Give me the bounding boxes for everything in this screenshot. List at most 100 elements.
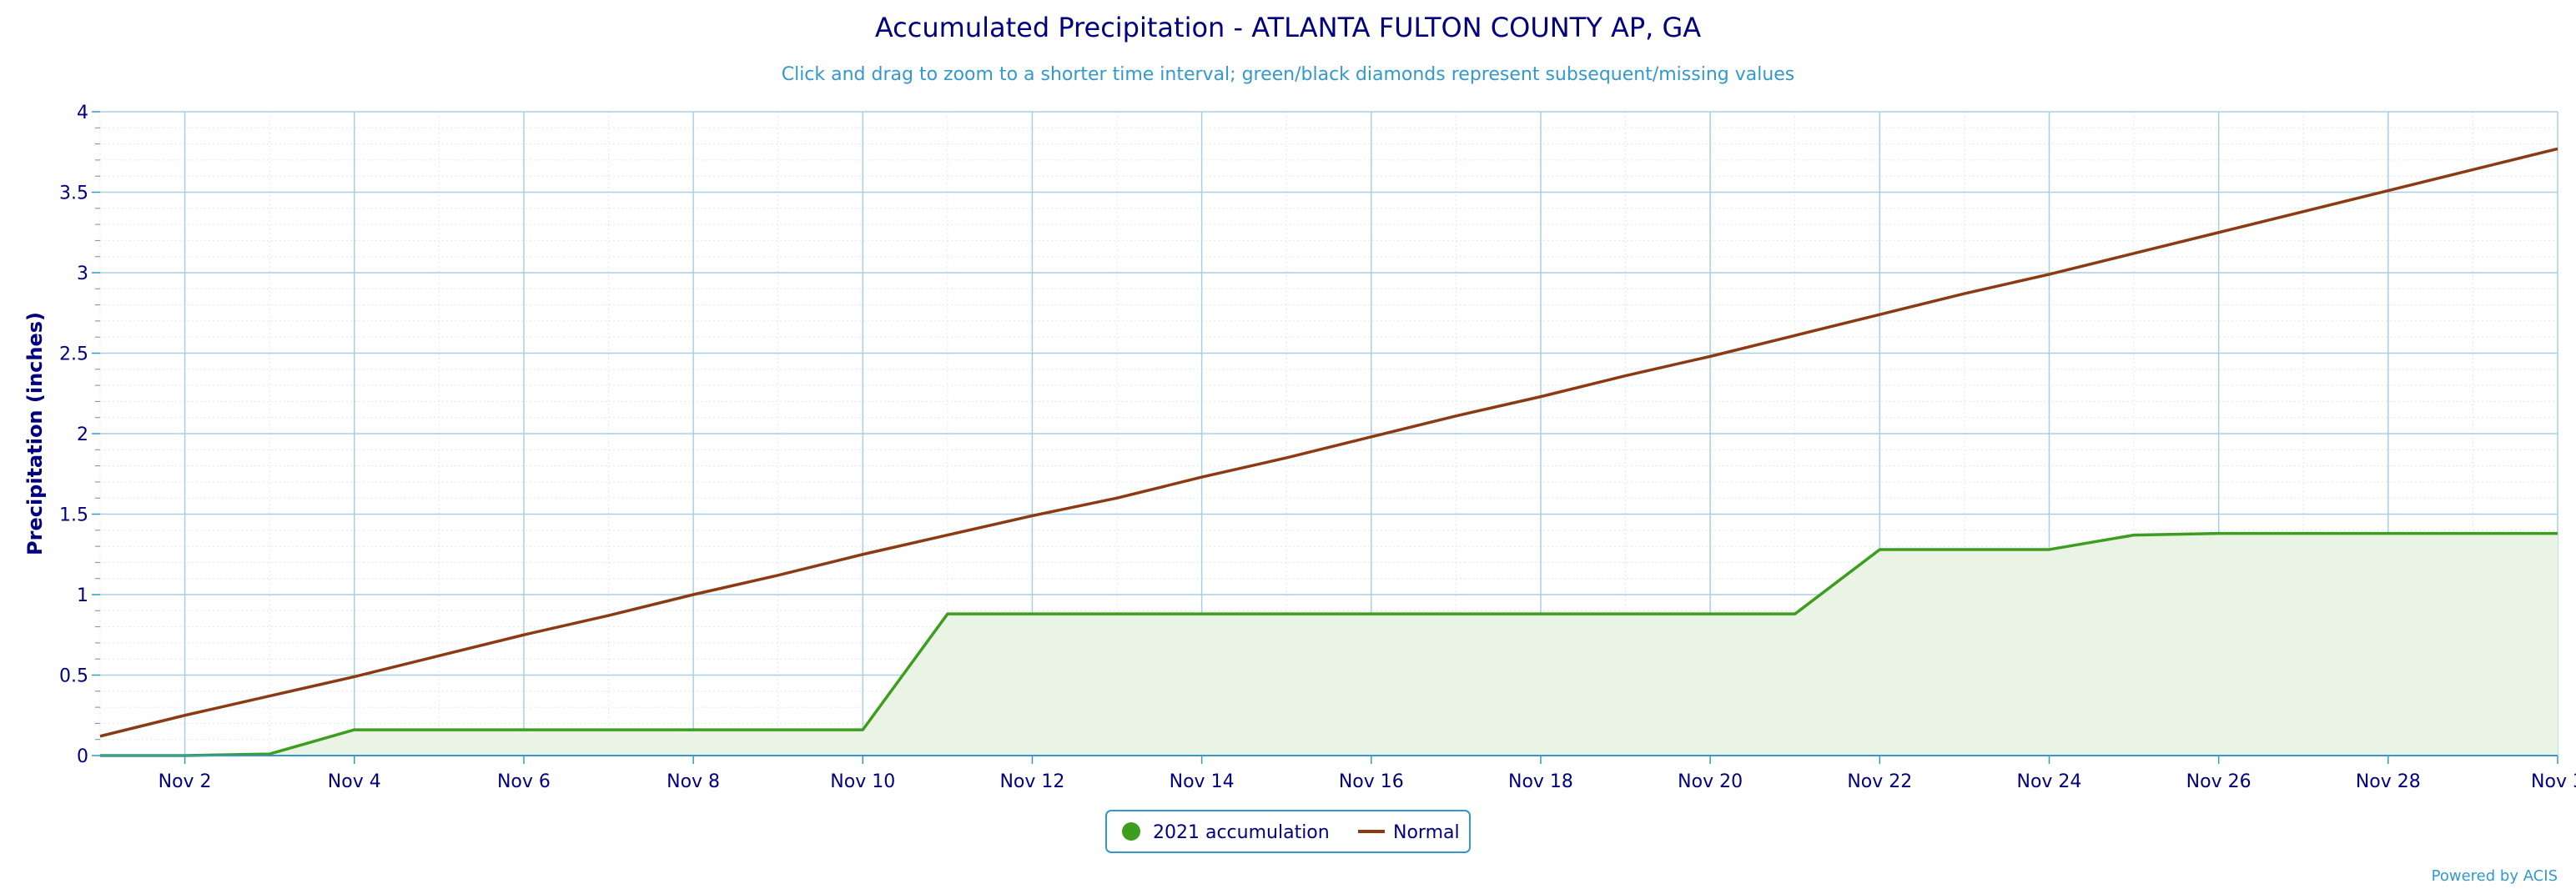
y-tick-label: 3	[77, 264, 88, 284]
data-point-normal[interactable]	[1708, 354, 1713, 359]
data-point-2021-accumulation[interactable]	[1453, 611, 1458, 616]
x-tick-label: Nov 26	[2186, 771, 2251, 792]
data-point-2021-accumulation[interactable]	[1114, 611, 1119, 616]
legend-label-normal: Normal	[1393, 822, 1460, 843]
data-point-2021-accumulation[interactable]	[2386, 531, 2391, 536]
legend-box	[1105, 810, 1471, 853]
data-point-normal[interactable]	[1623, 374, 1628, 379]
x-tick-label: Nov 20	[1678, 771, 1743, 792]
data-point-normal[interactable]	[267, 694, 272, 699]
data-point-normal[interactable]	[2216, 230, 2221, 235]
data-point-normal[interactable]	[860, 552, 865, 557]
data-point-normal[interactable]	[1962, 291, 1967, 296]
data-point-2021-accumulation[interactable]	[2301, 531, 2306, 536]
data-point-normal[interactable]	[98, 734, 103, 739]
x-tick-label: Nov 22	[1847, 771, 1912, 792]
data-point-normal[interactable]	[1453, 414, 1458, 419]
data-point-2021-accumulation[interactable]	[2046, 547, 2051, 552]
data-point-normal[interactable]	[1793, 333, 1798, 338]
data-point-normal[interactable]	[436, 653, 441, 658]
y-tick-label: 1.5	[59, 505, 88, 526]
data-point-2021-accumulation[interactable]	[945, 611, 950, 616]
data-point-normal[interactable]	[521, 632, 526, 637]
x-tick-label: Nov 12	[999, 771, 1064, 792]
data-point-normal[interactable]	[2555, 146, 2560, 151]
data-point-2021-accumulation[interactable]	[1708, 611, 1713, 616]
data-point-2021-accumulation[interactable]	[1962, 547, 1967, 552]
data-point-normal[interactable]	[2386, 188, 2391, 193]
data-point-2021-accumulation[interactable]	[1284, 611, 1289, 616]
x-tick-label: Nov 4	[328, 771, 381, 792]
legend-marker-2021-accumulation	[1122, 822, 1140, 841]
legend-item-2021-accumulation[interactable]: 2021 accumulation	[1122, 822, 1330, 843]
x-tick-label: Nov 18	[1508, 771, 1573, 792]
x-tick-label: Nov 2	[158, 771, 212, 792]
data-point-normal[interactable]	[1369, 434, 1374, 439]
data-point-2021-accumulation[interactable]	[436, 727, 441, 732]
chart-title: Accumulated Precipitation - ATLANTA FULT…	[875, 12, 1701, 43]
y-tick-label: 4	[77, 103, 88, 123]
data-point-normal[interactable]	[606, 613, 611, 618]
y-tick-label: 2.5	[59, 344, 88, 365]
data-point-normal[interactable]	[352, 674, 357, 679]
y-axis: 0 0.5 1 1.5 2 2.5 3 3.5 4	[59, 103, 100, 767]
x-tick-label: Nov 16	[1339, 771, 1404, 792]
data-point-2021-accumulation[interactable]	[521, 727, 526, 732]
data-point-2021-accumulation[interactable]	[1200, 611, 1205, 616]
data-point-2021-accumulation[interactable]	[2216, 531, 2221, 536]
x-tick-label: Nov 28	[2356, 771, 2421, 792]
y-tick-label: 2	[77, 424, 88, 445]
x-tick-label: Nov 24	[2017, 771, 2082, 792]
data-point-2021-accumulation[interactable]	[860, 727, 865, 732]
series-line-2021-accumulation[interactable]	[100, 531, 2558, 757]
y-axis-title: Precipitation (inches)	[23, 312, 47, 555]
data-point-normal[interactable]	[1284, 455, 1289, 460]
data-point-2021-accumulation[interactable]	[606, 727, 611, 732]
data-point-2021-accumulation[interactable]	[1029, 611, 1034, 616]
data-point-normal[interactable]	[691, 592, 696, 597]
data-point-normal[interactable]	[1538, 394, 1543, 399]
data-point-normal[interactable]	[2470, 167, 2475, 172]
x-tick-label: Nov 14	[1170, 771, 1235, 792]
data-point-normal[interactable]	[183, 713, 188, 718]
x-tick-label: Nov 8	[667, 771, 720, 792]
legend-label-2021-accumulation: 2021 accumulation	[1153, 822, 1330, 843]
data-point-normal[interactable]	[1200, 475, 1205, 480]
y-tick-label: 1	[77, 585, 88, 606]
data-point-2021-accumulation[interactable]	[776, 727, 781, 732]
data-point-2021-accumulation[interactable]	[691, 727, 696, 732]
series-area-2021-accumulation	[100, 533, 2558, 756]
plot-area[interactable]	[98, 111, 2560, 758]
data-point-2021-accumulation[interactable]	[1793, 611, 1798, 616]
x-tick-label: Nov 3	[2531, 771, 2576, 792]
data-point-2021-accumulation[interactable]	[1623, 611, 1628, 616]
x-tick-label: Nov 6	[497, 771, 551, 792]
data-point-normal[interactable]	[1029, 513, 1034, 518]
data-point-2021-accumulation[interactable]	[1877, 547, 1882, 552]
y-tick-label: 0.5	[59, 666, 88, 687]
data-point-normal[interactable]	[2131, 251, 2136, 256]
data-point-2021-accumulation[interactable]	[2555, 531, 2560, 536]
data-point-2021-accumulation[interactable]	[2470, 531, 2475, 536]
x-tick-label: Nov 10	[830, 771, 895, 792]
legend[interactable]: 2021 accumulation Normal	[1105, 810, 1471, 853]
series-line-normal[interactable]	[99, 147, 2558, 738]
data-point-normal[interactable]	[945, 533, 950, 538]
data-point-normal[interactable]	[1877, 312, 1882, 317]
data-point-2021-accumulation[interactable]	[2131, 533, 2136, 538]
credit-link[interactable]: Powered by ACIS	[2432, 867, 2558, 885]
legend-item-normal[interactable]: Normal	[1358, 822, 1460, 843]
data-point-normal[interactable]	[2301, 209, 2306, 214]
data-point-2021-accumulation[interactable]	[1369, 611, 1374, 616]
y-tick-label: 0	[77, 746, 88, 767]
data-point-2021-accumulation[interactable]	[1538, 611, 1543, 616]
chart-subtitle: Click and drag to zoom to a shorter time…	[782, 64, 1795, 85]
data-point-2021-accumulation[interactable]	[352, 727, 357, 732]
data-point-normal[interactable]	[2046, 272, 2051, 277]
x-axis: Nov 2 Nov 4 Nov 6 Nov 8 Nov 10 Nov 12 Nov 14 No…	[158, 756, 2576, 792]
data-point-normal[interactable]	[776, 573, 781, 578]
series-layer	[98, 146, 2560, 757]
y-tick-label: 3.5	[59, 183, 88, 204]
data-point-normal[interactable]	[1114, 495, 1119, 500]
